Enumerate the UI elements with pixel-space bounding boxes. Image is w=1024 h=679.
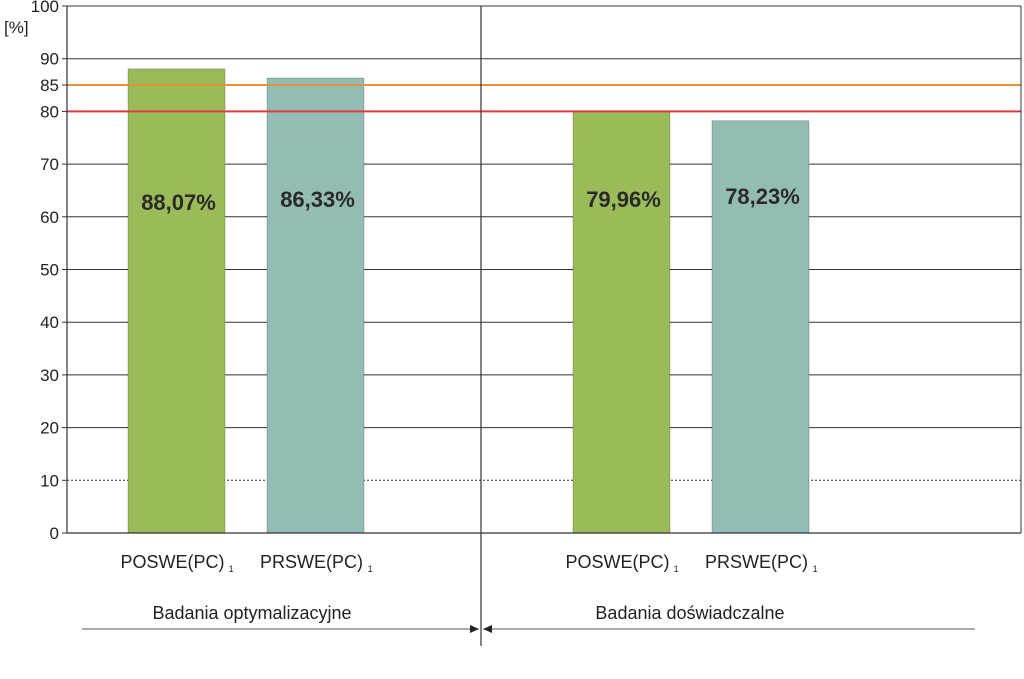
y-tick-label: 0 xyxy=(50,524,59,543)
data-label: 79,96% xyxy=(586,187,661,212)
y-unit-label: [%] xyxy=(4,18,29,37)
category-label: POSWE(PC) xyxy=(565,552,669,572)
y-tick-label: 80 xyxy=(40,102,59,121)
arrow-right-icon xyxy=(470,625,479,633)
y-tick-label: 90 xyxy=(40,50,59,69)
bar-1 xyxy=(266,77,365,534)
y-tick-label: 40 xyxy=(40,313,59,332)
reference-lines xyxy=(67,84,1021,113)
group-label: Badania doświadczalne xyxy=(595,603,784,623)
y-tick-label: 20 xyxy=(40,419,59,438)
category-label: PRSWE(PC) xyxy=(260,552,363,572)
y-tick-label: 30 xyxy=(40,366,59,385)
category-label: PRSWE(PC) xyxy=(705,552,808,572)
category-subscript: 1 xyxy=(229,564,234,574)
group-label: Badania optymalizacyjne xyxy=(152,603,351,623)
data-label: 88,07% xyxy=(141,190,216,215)
category-subscript: 1 xyxy=(674,564,679,574)
data-label: 78,23% xyxy=(725,184,800,209)
y-tick-label: 85 xyxy=(40,76,59,95)
bar-0 xyxy=(127,68,226,534)
axes xyxy=(62,5,1022,646)
category-label: POSWE(PC) xyxy=(120,552,224,572)
labels: 0 10 20 30 40 50 60 70 80 85 90 100 88,07% POSWE(PC) 1… xyxy=(31,0,818,623)
y-tick-label: 50 xyxy=(40,261,59,280)
bars xyxy=(127,68,810,534)
bar-2 xyxy=(572,111,671,534)
y-tick-label: 60 xyxy=(40,208,59,227)
y-tick-label: 70 xyxy=(40,155,59,174)
data-label: 86,33% xyxy=(280,187,355,212)
bar-3 xyxy=(711,120,810,534)
arrow-left-icon xyxy=(483,625,492,633)
gridlines xyxy=(67,5,1021,481)
y-tick-label: 100 xyxy=(31,0,59,16)
category-subscript: 1 xyxy=(368,564,373,574)
y-tick-label: 10 xyxy=(40,471,59,490)
category-subscript: 1 xyxy=(813,564,818,574)
